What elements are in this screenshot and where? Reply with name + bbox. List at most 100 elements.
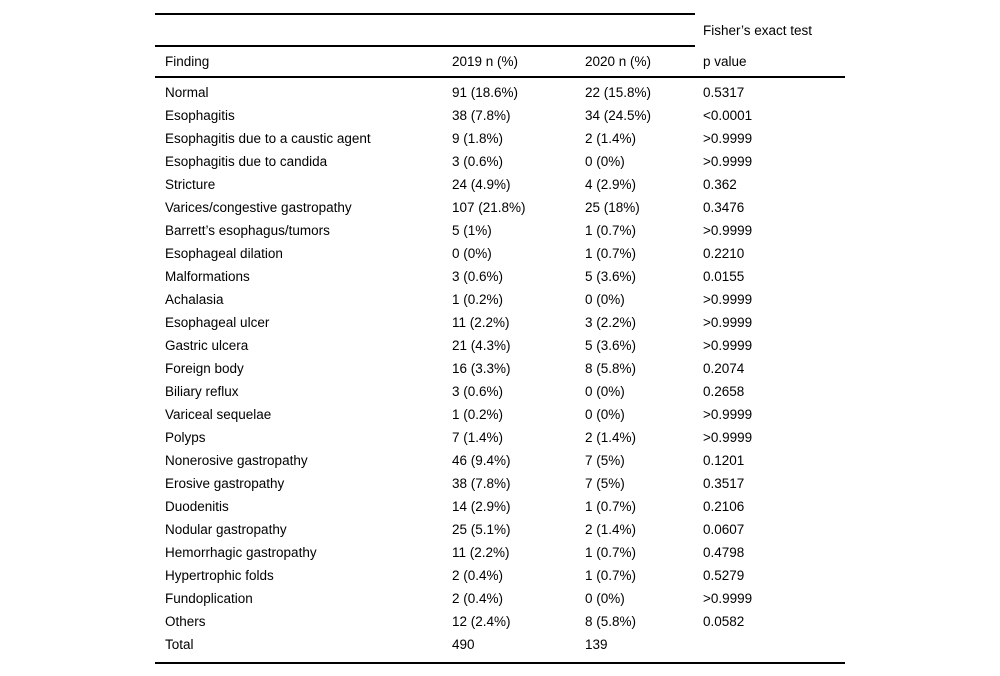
- table-row: Others 12 (2.4%) 8 (5.8%) 0.0582: [155, 610, 845, 633]
- y2020-cell: 22 (15.8%): [585, 85, 652, 100]
- y2019-cell: 12 (2.4%): [452, 614, 511, 629]
- y2020-cell: 5 (3.6%): [585, 338, 637, 353]
- pvalue-cell: 0.2074: [703, 361, 745, 376]
- table-row: Stricture 24 (4.9%) 4 (2.9%) 0.362: [155, 173, 845, 196]
- pvalue-cell: 0.3476: [703, 200, 745, 215]
- finding-cell: Esophagitis due to a caustic agent: [165, 131, 371, 146]
- pvalue-cell: 0.362: [703, 177, 737, 192]
- y2020-cell: 3 (2.2%): [585, 315, 637, 330]
- finding-cell: Varices/congestive gastropathy: [165, 200, 352, 215]
- table-row: Nodular gastropathy 25 (5.1%) 2 (1.4%) 0.06…: [155, 518, 845, 541]
- pvalue-cell: 0.3517: [703, 476, 745, 491]
- table-rule-spanner: [155, 45, 695, 47]
- table-row: Barrett’s esophagus/tumors 5 (1%) 1 (0.7%)…: [155, 219, 845, 242]
- table-row: Variceal sequelae 1 (0.2%) 0 (0%) >0.9999: [155, 403, 845, 426]
- finding-cell: Foreign body: [165, 361, 244, 376]
- table-row: Varices/congestive gastropathy 107 (21.8%…: [155, 196, 845, 219]
- y2019-cell: 0 (0%): [452, 246, 492, 261]
- y2020-cell: 1 (0.7%): [585, 246, 637, 261]
- table-row: Polyps 7 (1.4%) 2 (1.4%) >0.9999: [155, 426, 845, 449]
- finding-cell: Malformations: [165, 269, 250, 284]
- pvalue-cell: >0.9999: [703, 292, 753, 307]
- pvalue-cell: >0.9999: [703, 223, 753, 238]
- y2019-cell: 24 (4.9%): [452, 177, 511, 192]
- finding-cell: Esophagitis: [165, 108, 235, 123]
- y2020-cell: 8 (5.8%): [585, 614, 637, 629]
- finding-cell: Esophageal dilation: [165, 246, 283, 261]
- finding-cell: Fundoplication: [165, 591, 253, 606]
- column-header-finding: Finding: [165, 54, 210, 69]
- table-rule-top: [155, 13, 695, 15]
- finding-cell: Others: [165, 614, 206, 629]
- finding-cell: Gastric ulcera: [165, 338, 249, 353]
- finding-cell: Total: [165, 637, 194, 652]
- y2020-cell: 139: [585, 637, 608, 652]
- finding-cell: Esophagitis due to candida: [165, 154, 328, 169]
- finding-cell: Esophageal ulcer: [165, 315, 270, 330]
- y2019-cell: 2 (0.4%): [452, 568, 504, 583]
- table-rule-header: [155, 76, 845, 78]
- finding-cell: Variceal sequelae: [165, 407, 272, 422]
- y2019-cell: 7 (1.4%): [452, 430, 504, 445]
- column-header-pvalue: p value: [703, 54, 747, 69]
- table-row: Hemorrhagic gastropathy 11 (2.2%) 1 (0.7%)…: [155, 541, 845, 564]
- y2019-cell: 91 (18.6%): [452, 85, 519, 100]
- finding-cell: Hemorrhagic gastropathy: [165, 545, 317, 560]
- y2020-cell: 0 (0%): [585, 154, 625, 169]
- pvalue-cell: 0.4798: [703, 545, 745, 560]
- pvalue-cell: 0.0607: [703, 522, 745, 537]
- finding-cell: Nodular gastropathy: [165, 522, 287, 537]
- table-body: Normal 91 (18.6%) 22 (15.8%) 0.5317 Esophagi…: [155, 78, 845, 662]
- pvalue-cell: >0.9999: [703, 591, 753, 606]
- pvalue-cell: 0.1201: [703, 453, 745, 468]
- y2020-cell: 34 (24.5%): [585, 108, 652, 123]
- table-row: Esophagitis 38 (7.8%) 34 (24.5%) <0.0001: [155, 104, 845, 127]
- y2019-cell: 1 (0.2%): [452, 292, 504, 307]
- pvalue-cell: 0.5317: [703, 85, 745, 100]
- y2019-cell: 5 (1%): [452, 223, 492, 238]
- y2019-cell: 16 (3.3%): [452, 361, 511, 376]
- finding-cell: Nonerosive gastropathy: [165, 453, 308, 468]
- finding-cell: Duodenitis: [165, 499, 229, 514]
- pvalue-cell: >0.9999: [703, 407, 753, 422]
- y2020-cell: 1 (0.7%): [585, 545, 637, 560]
- y2020-cell: 8 (5.8%): [585, 361, 637, 376]
- y2020-cell: 0 (0%): [585, 591, 625, 606]
- table-row: Gastric ulcera 21 (4.3%) 5 (3.6%) >0.9999: [155, 334, 845, 357]
- y2019-cell: 9 (1.8%): [452, 131, 504, 146]
- y2019-cell: 107 (21.8%): [452, 200, 526, 215]
- pvalue-cell: 0.2658: [703, 384, 745, 399]
- table-header-row: Finding 2019 n (%) 2020 n (%) p value: [155, 47, 845, 76]
- y2020-cell: 5 (3.6%): [585, 269, 637, 284]
- column-header-2020: 2020 n (%): [585, 54, 652, 69]
- y2020-cell: 2 (1.4%): [585, 522, 637, 537]
- finding-cell: Stricture: [165, 177, 216, 192]
- pvalue-cell: >0.9999: [703, 131, 753, 146]
- finding-cell: Barrett’s esophagus/tumors: [165, 223, 330, 238]
- finding-cell: Achalasia: [165, 292, 224, 307]
- table-row: Normal 91 (18.6%) 22 (15.8%) 0.5317: [155, 81, 845, 104]
- table-row: Nonerosive gastropathy 46 (9.4%) 7 (5%) 0.1…: [155, 449, 845, 472]
- y2019-cell: 14 (2.9%): [452, 499, 511, 514]
- y2020-cell: 0 (0%): [585, 407, 625, 422]
- y2019-cell: 46 (9.4%): [452, 453, 511, 468]
- finding-cell: Biliary reflux: [165, 384, 239, 399]
- pvalue-cell: 0.2106: [703, 499, 745, 514]
- y2019-cell: 3 (0.6%): [452, 154, 504, 169]
- y2019-cell: 25 (5.1%): [452, 522, 511, 537]
- y2019-cell: 3 (0.6%): [452, 269, 504, 284]
- table-row: Esophageal ulcer 11 (2.2%) 3 (2.2%) >0.9999: [155, 311, 845, 334]
- y2019-cell: 11 (2.2%): [452, 545, 510, 560]
- spanner-row: Fisher’s exact test: [155, 15, 845, 45]
- table-row: Biliary reflux 3 (0.6%) 0 (0%) 0.2658: [155, 380, 845, 403]
- table-row: Esophageal dilation 0 (0%) 1 (0.7%) 0.2210: [155, 242, 845, 265]
- pvalue-cell: >0.9999: [703, 154, 753, 169]
- y2020-cell: 25 (18%): [585, 200, 640, 215]
- y2020-cell: 0 (0%): [585, 292, 625, 307]
- finding-cell: Erosive gastropathy: [165, 476, 285, 491]
- y2020-cell: 1 (0.7%): [585, 499, 637, 514]
- y2019-cell: 11 (2.2%): [452, 315, 510, 330]
- table-row: Duodenitis 14 (2.9%) 1 (0.7%) 0.2106: [155, 495, 845, 518]
- pvalue-cell: 0.5279: [703, 568, 745, 583]
